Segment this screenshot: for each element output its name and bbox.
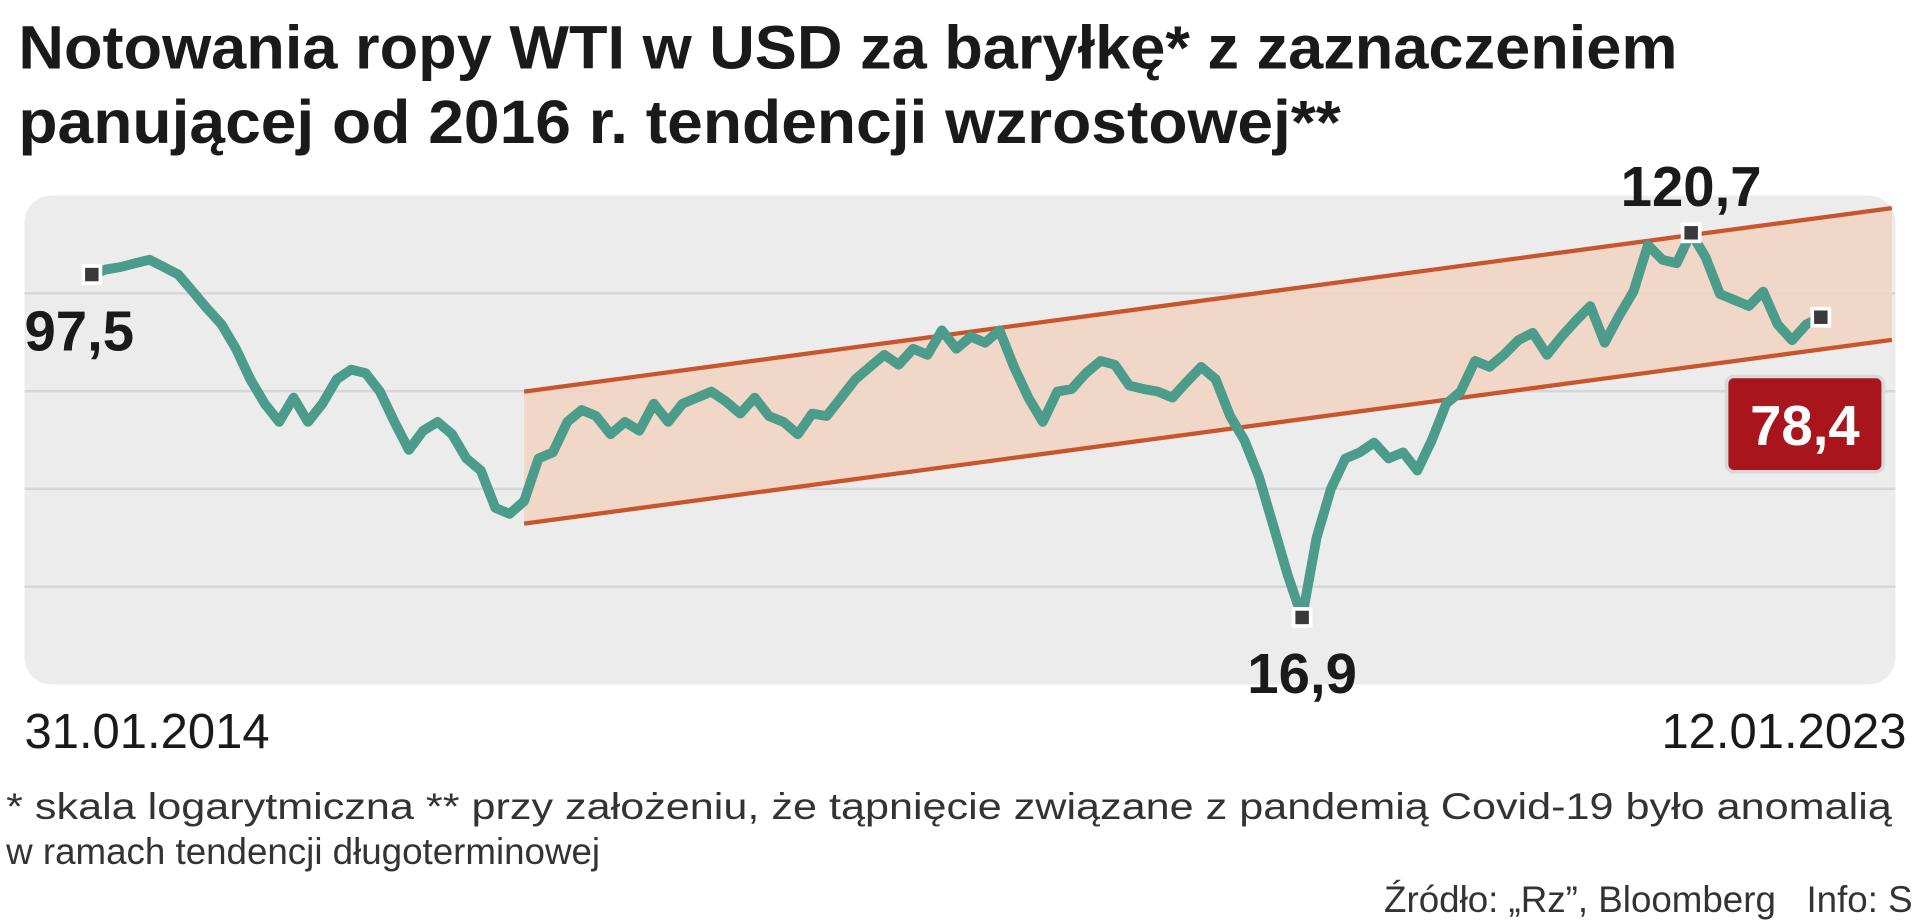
chart-title: Notowania ropy WTI w USD za baryłkę* z z… bbox=[18, 13, 1677, 81]
value-badge bbox=[1724, 374, 1886, 474]
x-tick-label: 31.01.2014 bbox=[24, 705, 269, 759]
footnote: * skala logarytmiczna ** przy założeniu,… bbox=[6, 786, 1892, 827]
source: Źródło: „Rz”, Bloomberg Info: S bbox=[1384, 879, 1913, 920]
x-tick-label: 12.01.2023 bbox=[1661, 705, 1906, 759]
point-marker bbox=[1680, 222, 1702, 244]
trend-channel-band bbox=[524, 208, 1892, 524]
value-label: 120,7 bbox=[1621, 155, 1762, 218]
trend-channel-upper bbox=[523, 206, 1893, 394]
value-label: 16,9 bbox=[1247, 642, 1357, 705]
point-marker bbox=[1810, 306, 1832, 328]
price-line bbox=[86, 227, 1826, 623]
trend-channel-lower bbox=[523, 337, 1893, 526]
point-marker bbox=[81, 264, 103, 285]
value-label: 97,5 bbox=[24, 299, 134, 362]
footnote: w ramach tendencji długoterminowej bbox=[5, 831, 600, 872]
chart-title: panującej od 2016 r. tendencji wzrostowe… bbox=[18, 88, 1341, 156]
value-label: 78,4 bbox=[1750, 394, 1860, 457]
point-marker bbox=[1291, 607, 1313, 628]
